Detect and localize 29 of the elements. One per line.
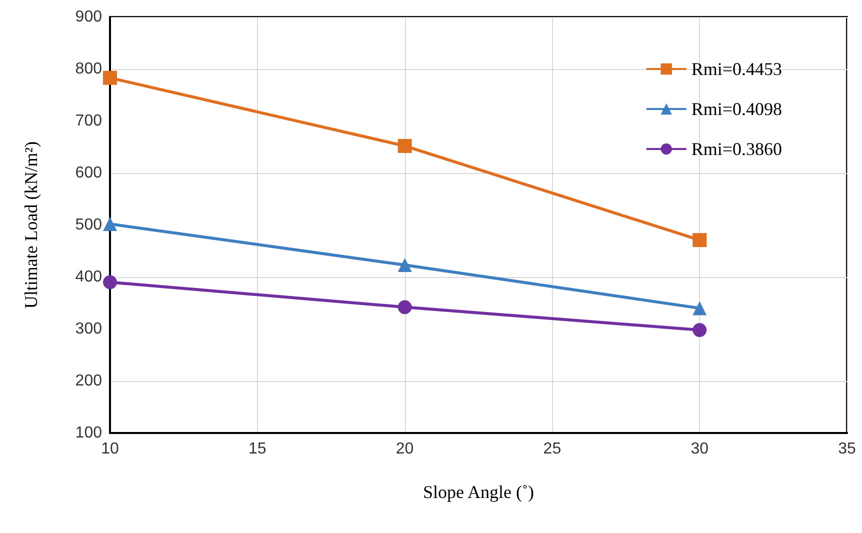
y-tick-label: 400 [75, 268, 102, 286]
point [103, 216, 117, 231]
x-tick-label: 35 [838, 440, 856, 458]
y-tick-label: 900 [75, 8, 102, 26]
point [692, 301, 707, 316]
y-tick-label: 300 [75, 320, 102, 338]
point [692, 323, 707, 338]
x-tick-label: 15 [248, 440, 266, 458]
y-tick-label: 700 [75, 112, 102, 130]
legend-label: Rmi=0.4098 [691, 99, 782, 119]
point [103, 275, 117, 290]
legend-label: Rmi=0.3860 [691, 139, 782, 159]
y-tick-label: 500 [75, 216, 102, 234]
y-tick-label: 200 [75, 372, 102, 390]
x-tick-label: 30 [690, 440, 709, 458]
point [398, 300, 412, 314]
point [398, 258, 412, 272]
x-tick-label: 10 [101, 440, 119, 458]
y-axis-title: Ultimate Load (kN/m²) [21, 141, 41, 309]
point [398, 138, 412, 153]
y-tick-label: 600 [75, 164, 102, 182]
y-tick-label: 800 [75, 60, 102, 78]
legend-label: Rmi=0.4453 [691, 59, 782, 79]
point [692, 233, 707, 248]
x-axis-title: Slope Angle (˚) [423, 482, 534, 502]
x-tick-label: 20 [396, 440, 414, 458]
y-tick-label: 100 [75, 424, 102, 442]
point [103, 70, 117, 85]
x-tick-label: 25 [543, 440, 562, 458]
